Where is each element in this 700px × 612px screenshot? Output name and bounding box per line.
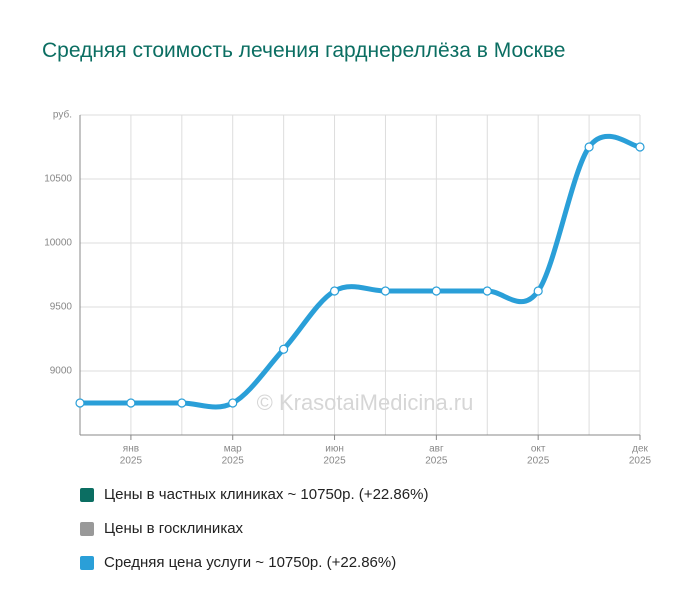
legend-swatch [80,488,94,502]
x-tick-sublabel: 2025 [425,456,448,467]
legend-label: Цены в госклиниках [104,520,244,537]
point [75,398,85,408]
series-line [80,133,641,410]
x-tick-sublabel: 2025 [222,456,245,467]
legend-label: Средняя цена услуги ~ 10750р. (+22.86%) [104,554,396,571]
x-tick-label: авг [429,444,444,455]
point [126,398,136,408]
legend-swatch [80,556,94,570]
point [380,286,391,296]
x-tick-sublabel: 2025 [527,456,550,467]
y-tick-label: руб. [53,109,72,121]
point [279,344,289,354]
x-tick-label: янв [123,444,139,455]
x-tick-label: мар [224,444,242,455]
point [533,286,543,296]
point [228,398,238,408]
watermark: © KrasotaiMedicina.ru [257,390,474,415]
point [177,398,187,408]
y-tick-label: 10500 [44,174,72,185]
x-tick-sublabel: 2025 [323,456,346,467]
point [584,142,594,152]
legend-swatch [80,522,94,536]
x-tick-label: дек [632,444,648,455]
point [431,286,441,296]
x-tick-label: окт [531,444,546,455]
y-tick-label: 9500 [50,302,73,313]
y-tick-label: 10000 [44,238,72,249]
y-tick-label: 9000 [50,366,73,377]
chart-title: Средняя стоимость лечения гарднереллёза … [42,39,566,62]
x-tick-sublabel: 2025 [629,456,652,467]
x-tick-sublabel: 2025 [120,456,143,467]
point [329,286,340,296]
x-tick-label: июн [325,444,344,455]
point [482,286,492,296]
point [635,142,645,152]
legend-label: Цены в частных клиниках ~ 10750р. (+22.8… [104,486,428,503]
